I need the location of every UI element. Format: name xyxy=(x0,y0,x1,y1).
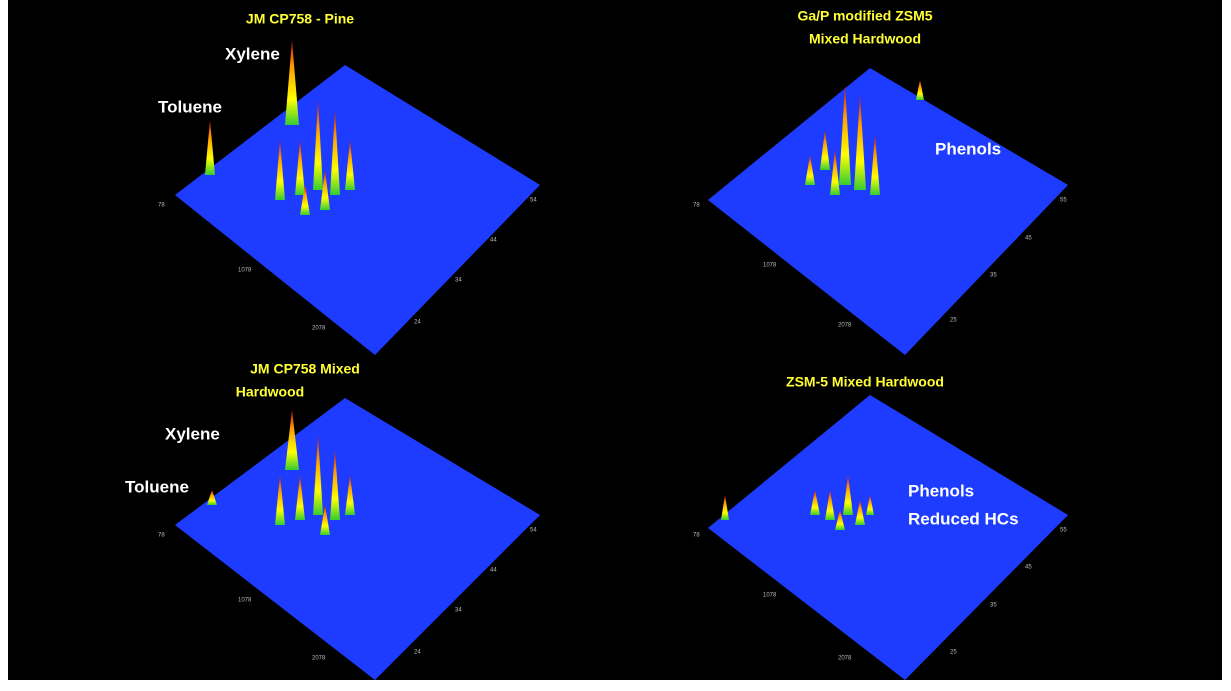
panel-title: Hardwood xyxy=(236,384,304,400)
y-tick-label: 25 xyxy=(950,318,957,324)
y-tick-label: 34 xyxy=(455,278,462,284)
y-tick-label: 45 xyxy=(1025,565,1032,571)
annotation: Phenols xyxy=(908,481,974,500)
x-tick-label: 78 xyxy=(693,203,700,209)
y-tick-label: 35 xyxy=(990,603,997,609)
annotation: Toluene xyxy=(125,477,189,496)
panel-title: JM CP758 Mixed xyxy=(250,361,360,377)
y-tick-label: 24 xyxy=(414,650,421,656)
page: JM CP758 - Pine Xylene Toluene 78 1078 2078 54… xyxy=(0,0,1231,686)
annotation: Reduced HCs xyxy=(908,509,1019,528)
slide: JM CP758 - Pine Xylene Toluene 78 1078 2078 54… xyxy=(0,0,1231,686)
y-tick-label: 55 xyxy=(1060,198,1067,204)
y-tick-label: 34 xyxy=(455,608,462,614)
x-tick-label: 1078 xyxy=(763,263,777,269)
x-tick-label: 78 xyxy=(158,533,165,539)
annotation: Xylene xyxy=(165,424,220,443)
x-tick-label: 78 xyxy=(158,203,165,209)
y-tick-label: 35 xyxy=(990,273,997,279)
x-tick-label: 2078 xyxy=(838,323,852,329)
annotation: Toluene xyxy=(158,97,222,116)
y-tick-label: 55 xyxy=(1060,528,1067,534)
panel-title: Mixed Hardwood xyxy=(809,31,921,47)
y-tick-label: 54 xyxy=(530,528,537,534)
x-tick-label: 2078 xyxy=(312,656,326,662)
panel-title: JM CP758 - Pine xyxy=(246,11,354,27)
annotation: Phenols xyxy=(935,139,1001,158)
x-tick-label: 1078 xyxy=(238,268,252,274)
x-tick-label: 78 xyxy=(693,533,700,539)
x-tick-label: 2078 xyxy=(838,656,852,662)
panel-title: Ga/P modified ZSM5 xyxy=(797,8,932,24)
y-tick-label: 44 xyxy=(490,238,497,244)
x-tick-label: 1078 xyxy=(238,598,252,604)
y-tick-label: 24 xyxy=(414,320,421,326)
y-tick-label: 54 xyxy=(530,198,537,204)
x-tick-label: 2078 xyxy=(312,326,326,332)
y-tick-label: 44 xyxy=(490,568,497,574)
annotation: Xylene xyxy=(225,44,280,63)
x-tick-label: 1078 xyxy=(763,593,777,599)
y-tick-label: 25 xyxy=(950,650,957,656)
y-tick-label: 45 xyxy=(1025,236,1032,242)
panel-title: ZSM-5 Mixed Hardwood xyxy=(786,374,944,390)
